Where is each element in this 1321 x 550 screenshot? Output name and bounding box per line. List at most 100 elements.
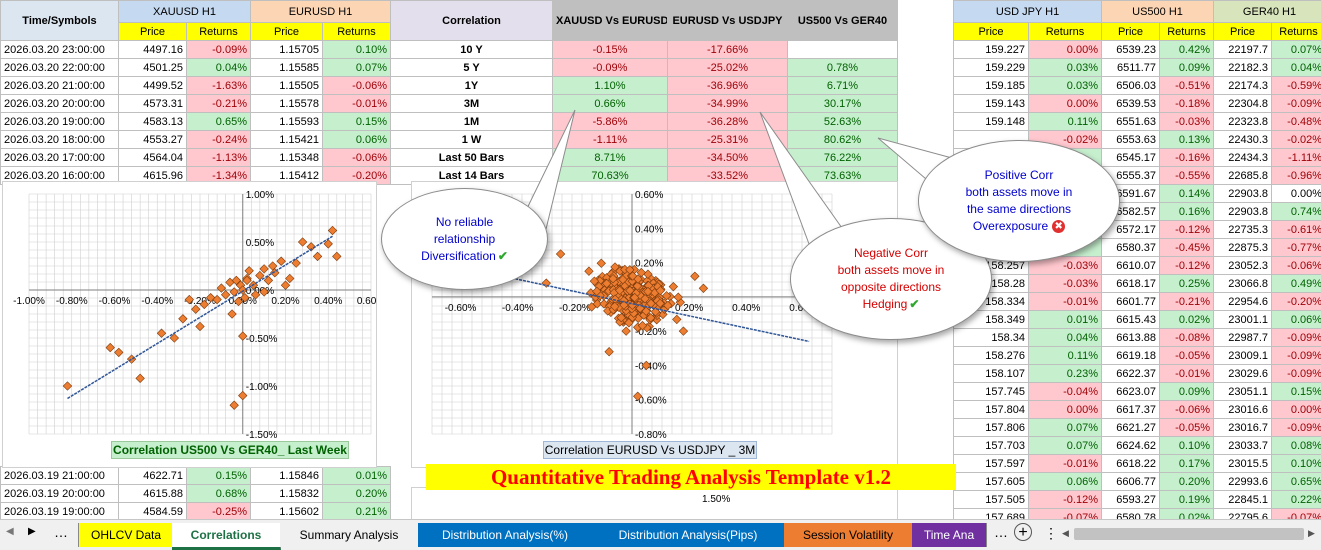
eur-price-cell[interactable]: 1.15846 xyxy=(251,467,323,485)
xau-return-cell[interactable]: 0.04% xyxy=(187,59,251,77)
us500-return-cell[interactable]: 0.17% xyxy=(1160,455,1214,473)
xau-price-cell[interactable]: 4622.71 xyxy=(119,467,187,485)
us500-price-cell[interactable]: 6511.77 xyxy=(1102,59,1160,77)
usdjpy-price-cell[interactable]: 157.505 xyxy=(954,491,1029,509)
usdjpy-price-cell[interactable]: 157.703 xyxy=(954,437,1029,455)
eur-price-cell[interactable]: 1.15593 xyxy=(251,113,323,131)
us500-return-cell[interactable]: 0.25% xyxy=(1160,275,1214,293)
us500-return-cell[interactable]: 0.20% xyxy=(1160,473,1214,491)
usdjpy-return-cell[interactable]: -0.01% xyxy=(1029,293,1102,311)
usdjpy-return-cell[interactable]: 0.00% xyxy=(1029,95,1102,113)
ger40-price-cell[interactable]: 22197.7 xyxy=(1214,41,1272,59)
ger40-return-cell[interactable]: 0.74% xyxy=(1272,203,1321,221)
usdjpy-price-cell[interactable]: 158.107 xyxy=(954,365,1029,383)
ger40-price-cell[interactable]: 23033.7 xyxy=(1214,437,1272,455)
ger40-return-cell[interactable]: 0.08% xyxy=(1272,437,1321,455)
xau-eur-corr-cell[interactable]: 1.10% xyxy=(553,77,668,95)
eur-price-cell[interactable]: 1.15832 xyxy=(251,485,323,503)
eur-return-cell[interactable]: 0.06% xyxy=(323,131,391,149)
usdjpy-return-cell[interactable]: 0.11% xyxy=(1029,113,1102,131)
ger40-return-cell[interactable]: 0.22% xyxy=(1272,491,1321,509)
ger40-price-cell[interactable]: 22954.6 xyxy=(1214,293,1272,311)
eur-return-cell[interactable]: -0.01% xyxy=(323,95,391,113)
ger40-return-cell[interactable]: -0.96% xyxy=(1272,167,1321,185)
period-label-cell[interactable]: 1Y xyxy=(391,77,553,95)
us500-price-cell[interactable]: 6615.43 xyxy=(1102,311,1160,329)
ger40-price-cell[interactable]: 23029.6 xyxy=(1214,365,1272,383)
tab-distribution-pct[interactable]: Distribution Analysis(%) xyxy=(418,523,593,547)
ger40-return-cell[interactable]: -0.09% xyxy=(1272,419,1321,437)
usdjpy-return-cell[interactable]: 0.07% xyxy=(1029,437,1102,455)
eur-price-cell[interactable]: 1.15348 xyxy=(251,149,323,167)
eur-return-cell[interactable]: 0.07% xyxy=(323,59,391,77)
us500-ger40-corr-cell[interactable]: 52.63% xyxy=(788,113,898,131)
us500-return-cell[interactable]: -0.03% xyxy=(1160,113,1214,131)
us500-price-cell[interactable]: 6621.27 xyxy=(1102,419,1160,437)
usdjpy-return-cell[interactable]: 0.03% xyxy=(1029,59,1102,77)
ger40-price-cell[interactable]: 22875.3 xyxy=(1214,239,1272,257)
us500-ger40-corr-cell[interactable]: 76.22% xyxy=(788,149,898,167)
us500-return-cell[interactable]: 0.14% xyxy=(1160,185,1214,203)
third-chart-panel[interactable]: 1.50% xyxy=(411,487,898,521)
us500-return-cell[interactable]: -0.05% xyxy=(1160,419,1214,437)
scroll-left-button[interactable]: ◀ xyxy=(6,526,20,544)
us500-price-cell[interactable]: 6618.22 xyxy=(1102,455,1160,473)
us500-price-cell[interactable]: 6539.23 xyxy=(1102,41,1160,59)
ger40-return-cell[interactable]: 0.06% xyxy=(1272,311,1321,329)
usdjpy-return-cell[interactable]: -0.01% xyxy=(1029,455,1102,473)
h-scroll-options-icon[interactable]: ⋮ xyxy=(1044,525,1058,542)
usdjpy-price-cell[interactable]: 159.227 xyxy=(954,41,1029,59)
usdjpy-price-cell[interactable]: 157.745 xyxy=(954,383,1029,401)
ger40-return-cell[interactable]: -0.09% xyxy=(1272,365,1321,383)
eur-jpy-corr-cell[interactable]: -36.96% xyxy=(668,77,788,95)
xau-price-cell[interactable]: 4501.25 xyxy=(119,59,187,77)
eur-price-cell[interactable]: 1.15705 xyxy=(251,41,323,59)
ger40-return-cell[interactable]: -0.09% xyxy=(1272,95,1321,113)
ger40-price-cell[interactable]: 23052.3 xyxy=(1214,257,1272,275)
us500-price-cell[interactable]: 6610.07 xyxy=(1102,257,1160,275)
time-cell[interactable]: 2026.03.19 21:00:00 xyxy=(1,467,119,485)
ger40-price-cell[interactable]: 23051.1 xyxy=(1214,383,1272,401)
eur-return-cell[interactable]: -0.06% xyxy=(323,77,391,95)
eur-jpy-corr-cell[interactable]: -25.02% xyxy=(668,59,788,77)
time-cell[interactable]: 2026.03.20 18:00:00 xyxy=(1,131,119,149)
usdjpy-return-cell[interactable]: 0.04% xyxy=(1029,329,1102,347)
tab-time-analysis[interactable]: Time Ana xyxy=(912,523,987,547)
us500-price-cell[interactable]: 6593.27 xyxy=(1102,491,1160,509)
sheet-list-button[interactable]: … xyxy=(54,524,68,542)
us500-return-cell[interactable]: 0.10% xyxy=(1160,437,1214,455)
us500-price-cell[interactable]: 6622.37 xyxy=(1102,365,1160,383)
us500-price-cell[interactable]: 6619.18 xyxy=(1102,347,1160,365)
xau-eur-corr-cell[interactable]: -0.09% xyxy=(553,59,668,77)
ger40-price-cell[interactable]: 23016.7 xyxy=(1214,419,1272,437)
tab-ohlcv-data[interactable]: OHLCV Data xyxy=(78,523,174,547)
us500-return-cell[interactable]: -0.01% xyxy=(1160,365,1214,383)
us500-price-cell[interactable]: 6580.37 xyxy=(1102,239,1160,257)
usdjpy-return-cell[interactable]: 0.01% xyxy=(1029,311,1102,329)
us500-price-cell[interactable]: 6613.88 xyxy=(1102,329,1160,347)
usdjpy-return-cell[interactable]: 0.00% xyxy=(1029,401,1102,419)
usdjpy-price-cell[interactable]: 159.143 xyxy=(954,95,1029,113)
usdjpy-price-cell[interactable]: 157.605 xyxy=(954,473,1029,491)
xau-return-cell[interactable]: 0.68% xyxy=(187,485,251,503)
usdjpy-return-cell[interactable]: 0.23% xyxy=(1029,365,1102,383)
ger40-price-cell[interactable]: 22182.3 xyxy=(1214,59,1272,77)
xau-return-cell[interactable]: -0.24% xyxy=(187,131,251,149)
ger40-price-cell[interactable]: 22685.8 xyxy=(1214,167,1272,185)
eur-price-cell[interactable]: 1.15602 xyxy=(251,503,323,521)
eur-jpy-corr-cell[interactable]: -34.50% xyxy=(668,149,788,167)
h-scroll-right-icon[interactable]: ▶ xyxy=(1308,528,1315,539)
eur-jpy-corr-cell[interactable]: -25.31% xyxy=(668,131,788,149)
us500-price-cell[interactable]: 6618.17 xyxy=(1102,275,1160,293)
us500-return-cell[interactable]: 0.13% xyxy=(1160,131,1214,149)
eur-return-cell[interactable]: 0.10% xyxy=(323,41,391,59)
xau-return-cell[interactable]: 0.65% xyxy=(187,113,251,131)
usdjpy-return-cell[interactable]: -0.03% xyxy=(1029,275,1102,293)
us500-return-cell[interactable]: -0.18% xyxy=(1160,95,1214,113)
xau-price-cell[interactable]: 4584.59 xyxy=(119,503,187,521)
eur-price-cell[interactable]: 1.15421 xyxy=(251,131,323,149)
ger40-return-cell[interactable]: -0.20% xyxy=(1272,293,1321,311)
time-cell[interactable]: 2026.03.20 21:00:00 xyxy=(1,77,119,95)
add-sheet-icon[interactable]: + xyxy=(1014,523,1032,541)
xau-price-cell[interactable]: 4573.31 xyxy=(119,95,187,113)
